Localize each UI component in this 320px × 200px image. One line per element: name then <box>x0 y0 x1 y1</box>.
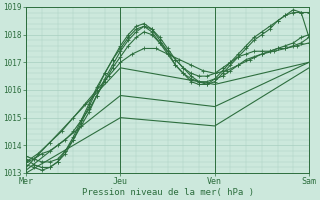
X-axis label: Pression niveau de la mer( hPa ): Pression niveau de la mer( hPa ) <box>82 188 253 197</box>
